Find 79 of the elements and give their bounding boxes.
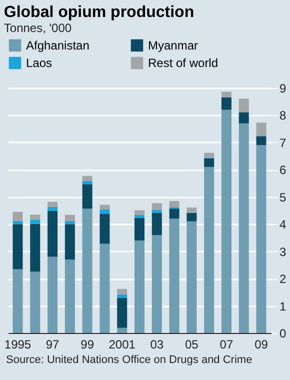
bar xyxy=(152,235,162,333)
y-tick-label: 3 xyxy=(280,244,286,259)
bar xyxy=(100,214,110,244)
bar xyxy=(82,184,92,209)
x-tick-label: 97 xyxy=(46,338,60,352)
bar xyxy=(169,208,180,219)
y-tick-label: 6 xyxy=(280,163,286,178)
y-tick-label: 4 xyxy=(280,218,286,232)
bar xyxy=(256,136,266,146)
bar xyxy=(82,208,92,333)
bar xyxy=(100,204,110,210)
bar xyxy=(238,112,249,124)
bar xyxy=(48,202,58,207)
bar xyxy=(30,224,40,272)
bar xyxy=(152,210,162,213)
bar xyxy=(117,294,128,298)
bar xyxy=(117,288,128,294)
bar xyxy=(30,272,40,333)
bar xyxy=(221,92,232,98)
y-tick-label: 8 xyxy=(280,108,286,123)
x-tick-label: 09 xyxy=(254,338,268,352)
bar xyxy=(186,208,197,213)
bar xyxy=(221,97,232,110)
y-tick-label: 1 xyxy=(280,299,286,314)
x-tick-label: 99 xyxy=(80,338,94,352)
legend-label: Myanmar xyxy=(148,38,198,52)
bar xyxy=(134,210,144,215)
y-axis-title: Tonnes, '000 xyxy=(4,21,72,35)
y-tick-label: 7 xyxy=(280,136,286,150)
bar xyxy=(64,214,75,221)
bar xyxy=(169,218,180,333)
y-tick-label: 2 xyxy=(280,272,286,286)
bar xyxy=(221,110,232,333)
legend-label: Laos xyxy=(26,56,52,70)
bar xyxy=(30,220,40,224)
bar xyxy=(134,214,144,218)
bar xyxy=(48,206,58,212)
bar xyxy=(82,180,92,184)
legend-label: Rest of world xyxy=(148,56,218,70)
y-tick-label: 5 xyxy=(280,190,286,204)
bar xyxy=(82,176,92,181)
x-tick-label: 2001 xyxy=(108,338,136,352)
x-tick-label: 03 xyxy=(150,338,164,352)
bar xyxy=(12,224,23,270)
bar xyxy=(169,200,180,208)
bar xyxy=(186,212,197,222)
bar xyxy=(256,122,266,136)
bar xyxy=(100,209,110,214)
bar xyxy=(100,244,110,333)
bar xyxy=(12,269,23,333)
bar xyxy=(204,166,214,333)
bar xyxy=(117,328,128,333)
bar xyxy=(204,158,214,167)
bar xyxy=(134,218,144,240)
y-tick-label: 9 xyxy=(280,82,286,96)
bar xyxy=(256,145,266,333)
bar xyxy=(48,256,58,333)
bar xyxy=(117,298,128,328)
bar xyxy=(238,123,249,333)
bar xyxy=(48,211,58,257)
bar xyxy=(64,220,75,224)
x-tick-label: 1995 xyxy=(4,338,32,352)
bar xyxy=(64,224,75,260)
bar xyxy=(152,203,162,210)
bar xyxy=(64,260,75,333)
bar xyxy=(30,214,40,220)
bar xyxy=(134,240,144,333)
bar xyxy=(12,220,23,224)
legend-label: Afghanistan xyxy=(26,38,90,52)
bar xyxy=(12,212,23,221)
bar xyxy=(204,152,214,158)
source-note: Source: United Nations Office on Drugs and Crime xyxy=(5,353,254,368)
bar xyxy=(238,98,249,112)
bar xyxy=(152,212,162,235)
x-tick-label: 05 xyxy=(185,338,199,352)
y-tick-label: 0 xyxy=(280,326,286,340)
x-tick-label: 07 xyxy=(220,338,234,352)
chart-title: Global opium production xyxy=(4,4,194,21)
bar xyxy=(186,221,197,333)
